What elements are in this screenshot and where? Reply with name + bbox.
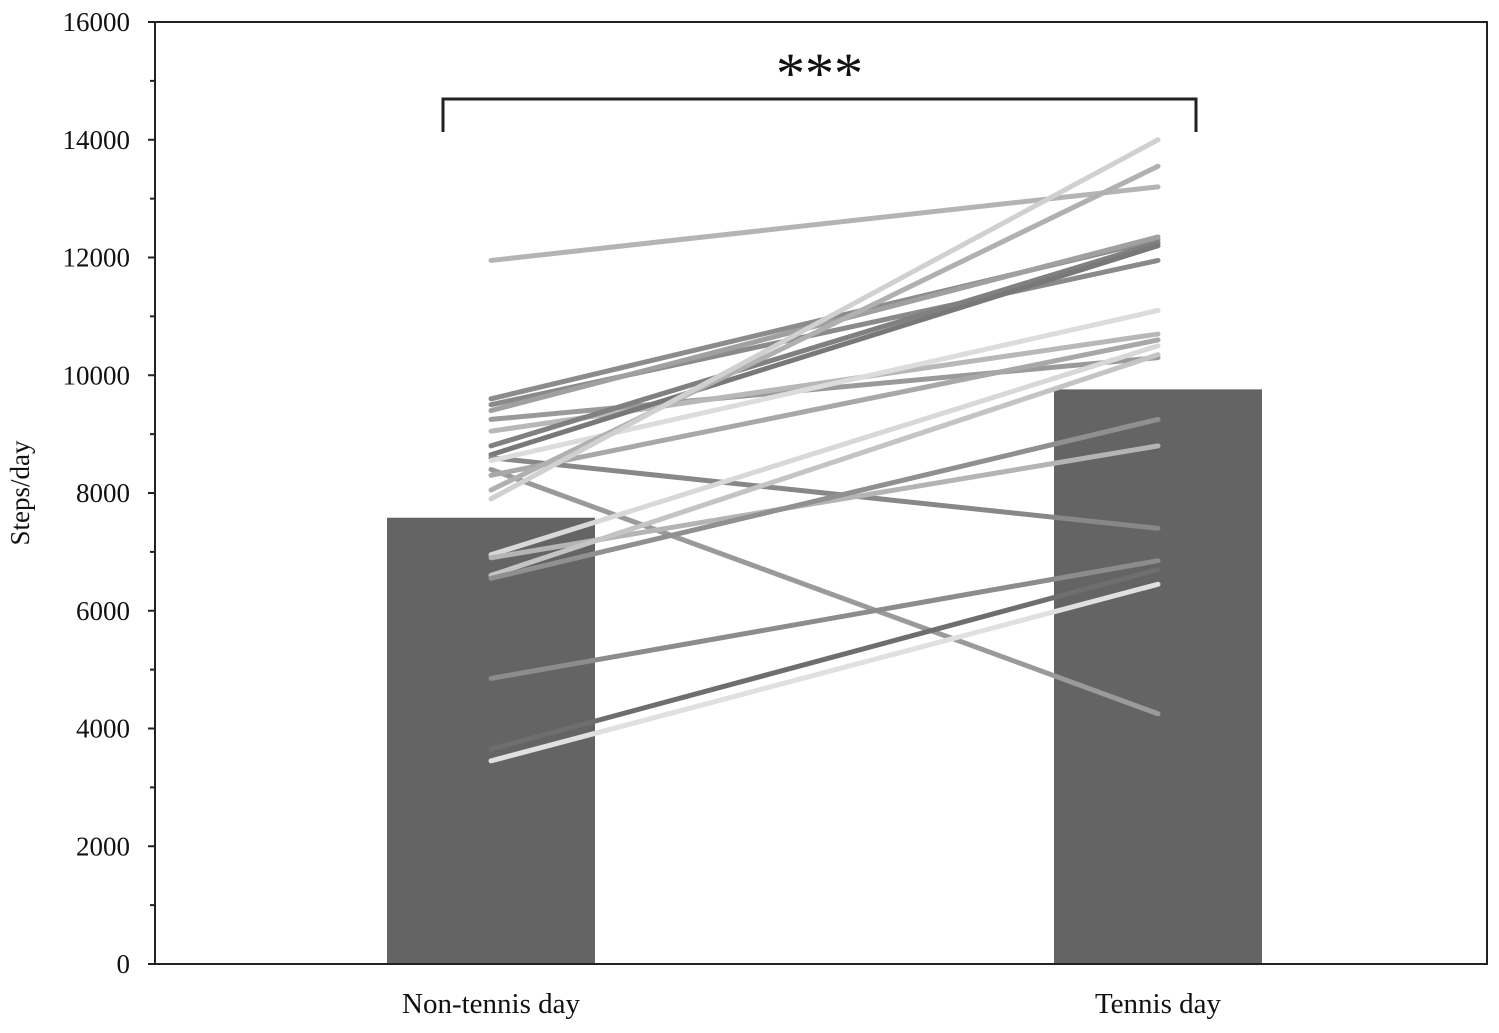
y-tick-label: 14000 xyxy=(63,125,131,155)
y-axis-title: Steps/day xyxy=(5,440,35,545)
y-tick-label: 4000 xyxy=(76,714,130,744)
participant-line-6 xyxy=(488,331,1161,434)
participant-line-8 xyxy=(488,243,1161,458)
y-tick-label: 6000 xyxy=(76,596,130,626)
participant-line-4 xyxy=(488,234,1161,414)
participant-line-19 xyxy=(488,558,1161,681)
x-category-label: Non-tennis day xyxy=(402,988,580,1020)
participant-line-9 xyxy=(488,455,1161,531)
participant-line-13 xyxy=(488,163,1161,493)
participant-line-17 xyxy=(488,352,1161,578)
participant-line-5 xyxy=(488,355,1161,422)
participant-line-14 xyxy=(488,137,1161,502)
significance-label: *** xyxy=(776,41,863,106)
y-tick-label: 0 xyxy=(117,949,131,979)
y-tick-label: 10000 xyxy=(63,360,131,390)
y-tick-label: 16000 xyxy=(63,7,131,37)
participant-line-1 xyxy=(488,184,1161,263)
participant-line-15 xyxy=(488,343,1161,558)
x-category-label: Tennis day xyxy=(1095,988,1222,1020)
y-tick-label: 8000 xyxy=(76,478,130,508)
participant-line-11 xyxy=(488,466,1161,717)
participant-line-18 xyxy=(488,416,1161,581)
significance-bracket xyxy=(441,97,1198,132)
y-tick-label: 12000 xyxy=(63,243,131,273)
participant-line-20 xyxy=(488,567,1161,752)
bar-tennis-day xyxy=(1054,389,1262,964)
participant-line-7 xyxy=(488,240,1161,449)
y-tick-label: 2000 xyxy=(76,831,130,861)
participant-line-21 xyxy=(488,581,1161,764)
participant-line-12 xyxy=(488,337,1161,478)
